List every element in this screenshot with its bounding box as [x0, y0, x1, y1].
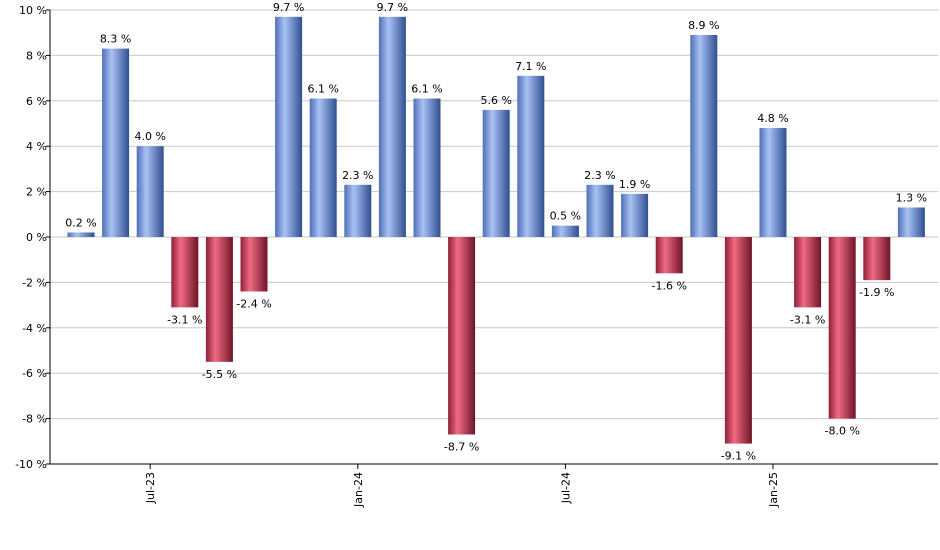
bar — [690, 34, 718, 237]
bar — [828, 237, 856, 419]
data-label: -8.7 % — [444, 440, 479, 453]
data-label: 6.1 % — [411, 83, 442, 96]
data-label: 4.8 % — [757, 112, 788, 125]
bar — [67, 232, 95, 237]
y-tick-label: 4 % — [26, 140, 47, 153]
y-tick-label: -6 % — [22, 367, 47, 380]
bar — [655, 237, 683, 274]
bar — [413, 98, 441, 237]
y-tick-label: -2 % — [22, 276, 47, 289]
bar — [517, 75, 545, 237]
bar — [724, 237, 752, 444]
y-tick-label: -10 % — [15, 458, 47, 471]
y-tick-label: 2 % — [26, 186, 47, 199]
data-labels: 0.2 % 8.3 % 4.0 % -3.1 % -5.5 % -2.4 % 9.7 % 6.… — [65, 1, 927, 463]
data-label: 8.3 % — [100, 33, 131, 46]
bar — [586, 184, 614, 237]
bar — [794, 237, 822, 308]
data-label: 0.5 % — [550, 210, 581, 223]
y-tick-label: -8 % — [22, 413, 47, 426]
bar — [482, 109, 510, 237]
x-tick-label: Jan-25 — [767, 472, 780, 508]
data-label: 4.0 % — [134, 130, 165, 143]
bar — [863, 237, 891, 281]
data-label: 9.7 % — [273, 1, 304, 14]
axes — [49, 10, 938, 465]
data-label: 6.1 % — [307, 83, 338, 96]
data-label: -5.5 % — [202, 368, 237, 381]
data-label: -2.4 % — [236, 297, 271, 310]
x-axis-tick-labels: Jul-23 Jan-24 Jul-24 Jan-25 — [144, 464, 780, 508]
bar — [897, 207, 925, 237]
y-tick-label: -4 % — [22, 322, 47, 335]
data-label: 2.3 % — [584, 169, 615, 182]
data-label: 1.9 % — [619, 178, 650, 191]
bar — [240, 237, 268, 292]
bar — [136, 146, 164, 237]
bars — [67, 16, 925, 444]
data-label: -9.1 % — [721, 450, 756, 463]
data-label: -8.0 % — [824, 425, 859, 438]
data-label: 2.3 % — [342, 169, 373, 182]
data-label: -3.1 % — [167, 313, 202, 326]
bar — [759, 128, 787, 237]
data-label: -1.9 % — [859, 286, 894, 299]
data-label: 0.2 % — [65, 216, 96, 229]
bar — [309, 98, 337, 237]
bar — [171, 237, 199, 308]
data-label: 1.3 % — [896, 191, 927, 204]
bar — [275, 16, 303, 238]
bar — [344, 184, 372, 237]
y-tick-label: 10 % — [19, 4, 47, 17]
bar — [378, 16, 406, 238]
data-label: 9.7 % — [377, 1, 408, 14]
x-tick-label: Jan-24 — [352, 472, 365, 508]
bar — [621, 193, 649, 237]
y-tick-label: 6 % — [26, 95, 47, 108]
y-tick-label: 0 % — [26, 231, 47, 244]
data-label: -1.6 % — [651, 279, 686, 292]
data-label: -3.1 % — [790, 313, 825, 326]
x-tick-label: Jul-24 — [559, 472, 572, 504]
bar — [551, 225, 579, 237]
y-axis-tick-labels: -10 % -8 % -6 % -4 % -2 % 0 % 2 % 4 % 6 % 8 % 10 % — [15, 4, 50, 471]
data-label: 7.1 % — [515, 60, 546, 73]
data-label: 5.6 % — [480, 94, 511, 107]
bar — [448, 237, 476, 435]
bar — [102, 48, 130, 238]
x-tick-label: Jul-23 — [144, 472, 157, 504]
data-label: 8.9 % — [688, 19, 719, 32]
bar — [205, 237, 233, 362]
y-tick-label: 8 % — [26, 49, 47, 62]
